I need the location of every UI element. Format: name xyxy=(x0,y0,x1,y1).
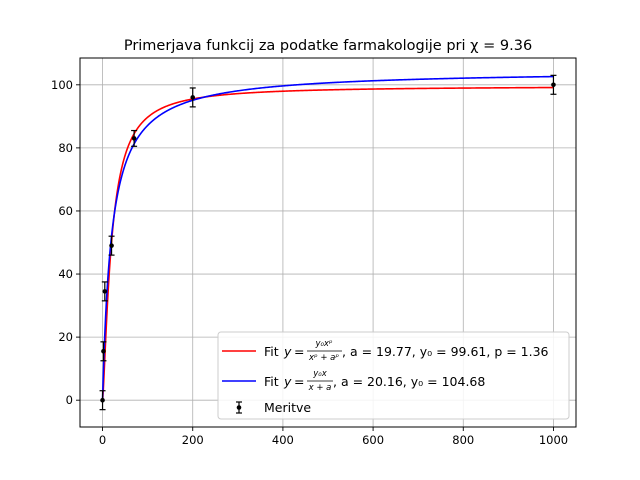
legend-blue-denominator: x + a xyxy=(308,383,332,393)
data-point xyxy=(101,349,106,354)
legend-red-params: , a = 19.77, y₀ = 99.61, p = 1.36 xyxy=(342,344,549,359)
y-tick-label: 40 xyxy=(58,267,73,281)
legend-blue-numerator: y₀x xyxy=(312,369,327,379)
legend-red-eq-equals: = xyxy=(294,344,304,359)
legend: Fit y = y₀xᵖ xᵖ + aᵖ , a = 19.77, y₀ = 9… xyxy=(217,331,570,420)
x-tick-label: 400 xyxy=(272,433,294,447)
y-tick-label: 60 xyxy=(58,204,73,218)
plot-frame xyxy=(79,57,577,428)
legend-box xyxy=(217,331,570,420)
legend-blue-eq-y: y xyxy=(283,374,292,389)
x-tick-label: 600 xyxy=(362,433,384,447)
y-tick-label: 20 xyxy=(58,330,73,344)
legend-entry-hill-fit: Fit y = y₀xᵖ xᵖ + aᵖ , a = 19.77, y₀ = 9… xyxy=(222,339,549,363)
legend-red-numerator: y₀xᵖ xyxy=(314,339,332,349)
data-point xyxy=(131,136,137,141)
y-tick-label: 0 xyxy=(66,393,73,407)
y-tick-label: 100 xyxy=(51,78,73,92)
data-point xyxy=(100,397,105,403)
legend-blue-prefix: Fit xyxy=(264,374,279,389)
legend-red-prefix: Fit xyxy=(264,344,279,359)
data-point xyxy=(109,243,114,248)
data-point xyxy=(102,289,108,294)
x-tick-label: 200 xyxy=(182,433,204,447)
y-tick-label: 80 xyxy=(58,141,73,155)
legend-blue-eq-equals: = xyxy=(294,374,304,389)
data-point xyxy=(551,82,556,88)
legend-entry-meritve: Meritve xyxy=(236,400,311,415)
legend-red-denominator: xᵖ + aᵖ xyxy=(308,353,339,363)
legend-entry-mm-fit: Fit y = y₀x x + a , a = 20.16, y₀ = 104.… xyxy=(222,369,485,393)
x-tick-label: 0 xyxy=(99,433,106,447)
x-tick-label: 800 xyxy=(452,433,474,447)
legend-red-eq-y: y xyxy=(283,344,292,359)
legend-meritve-label: Meritve xyxy=(264,400,311,415)
data-point xyxy=(190,95,196,100)
legend-blue-params: , a = 20.16, y₀ = 104.68 xyxy=(333,374,485,389)
legend-marker-dot xyxy=(236,405,242,410)
chart-title: Primerjava funkcij za podatke farmakolog… xyxy=(124,38,532,54)
x-tick-label: 1000 xyxy=(539,433,568,447)
